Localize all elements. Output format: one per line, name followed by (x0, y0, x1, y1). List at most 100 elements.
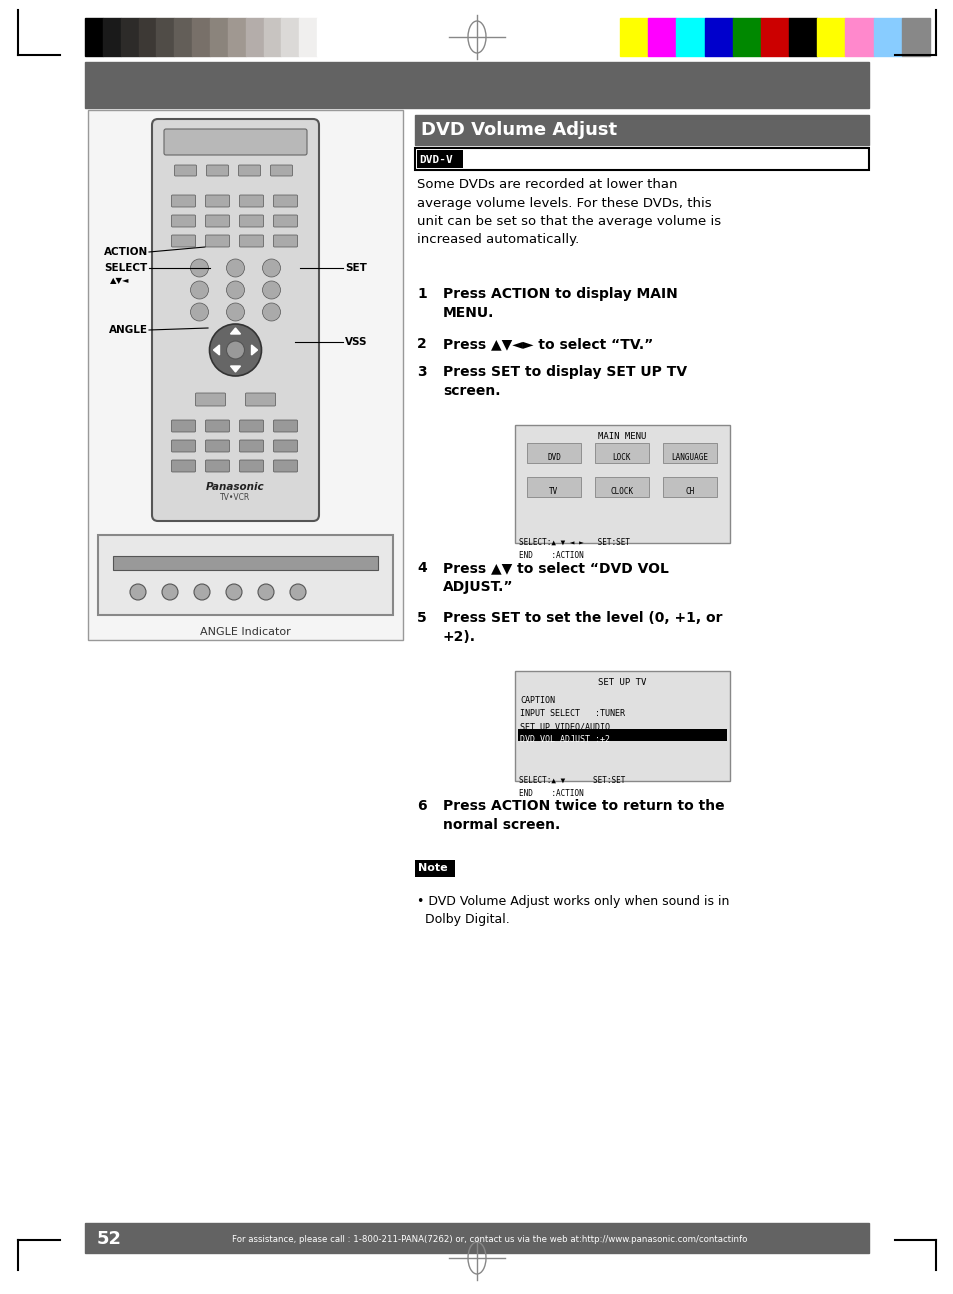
FancyBboxPatch shape (174, 166, 196, 176)
FancyBboxPatch shape (172, 421, 195, 432)
Circle shape (226, 342, 244, 358)
Bar (112, 556, 377, 569)
FancyBboxPatch shape (274, 440, 297, 452)
Text: SET: SET (345, 263, 367, 273)
Bar (416, 150, 462, 168)
Bar (760, 18, 788, 56)
Text: Press ▲▼◄► to select “TV.”: Press ▲▼◄► to select “TV.” (442, 336, 653, 351)
Text: ACTION: ACTION (104, 247, 148, 258)
Bar (732, 18, 760, 56)
Text: LOCK: LOCK (612, 453, 631, 462)
Text: DVD: DVD (546, 453, 560, 462)
Text: SET UP TV: SET UP TV (598, 678, 646, 687)
Bar (844, 18, 873, 56)
Bar (316, 18, 335, 56)
Bar (246, 18, 263, 56)
Text: 52: 52 (97, 1231, 122, 1247)
FancyBboxPatch shape (239, 440, 263, 452)
Text: SELECT:▲ ▼      SET:SET
END    :ACTION: SELECT:▲ ▼ SET:SET END :ACTION (518, 776, 625, 797)
Text: TV: TV (549, 487, 558, 496)
Bar (281, 18, 299, 56)
Text: SET UP VIDEO/AUDIO: SET UP VIDEO/AUDIO (519, 722, 609, 731)
Bar (517, 729, 726, 741)
Bar (526, 443, 580, 463)
Circle shape (290, 584, 306, 600)
FancyBboxPatch shape (164, 129, 307, 155)
Bar (619, 18, 647, 56)
Bar (85, 1223, 868, 1253)
Bar (174, 18, 192, 56)
Bar (85, 18, 103, 56)
Text: 1: 1 (416, 287, 426, 302)
FancyBboxPatch shape (274, 195, 297, 207)
Bar (156, 18, 174, 56)
FancyBboxPatch shape (172, 236, 195, 247)
FancyBboxPatch shape (172, 459, 195, 472)
FancyBboxPatch shape (274, 459, 297, 472)
Circle shape (226, 281, 244, 299)
Circle shape (210, 324, 261, 377)
FancyBboxPatch shape (239, 421, 263, 432)
Text: TV•VCR: TV•VCR (220, 493, 251, 502)
Text: 5: 5 (416, 611, 426, 625)
Text: Press SET to set the level (0, +1, or
+2).: Press SET to set the level (0, +1, or +2… (442, 611, 721, 644)
Text: INPUT SELECT   :TUNER: INPUT SELECT :TUNER (519, 709, 624, 718)
FancyBboxPatch shape (172, 215, 195, 226)
Text: CLOCK: CLOCK (610, 487, 633, 496)
Text: ANGLE: ANGLE (109, 325, 148, 335)
Bar (788, 18, 817, 56)
Circle shape (130, 584, 146, 600)
Text: SELECT: SELECT (105, 263, 148, 273)
Text: Press ACTION twice to return to the
normal screen.: Press ACTION twice to return to the norm… (442, 798, 724, 832)
Text: 2: 2 (416, 336, 426, 351)
FancyBboxPatch shape (205, 459, 230, 472)
Text: Note: Note (417, 863, 447, 873)
Bar (228, 18, 246, 56)
Text: Press ACTION to display MAIN
MENU.: Press ACTION to display MAIN MENU. (442, 287, 677, 320)
Bar (88, 110, 402, 641)
Bar (138, 18, 156, 56)
FancyBboxPatch shape (172, 440, 195, 452)
Bar (662, 443, 717, 463)
FancyBboxPatch shape (205, 236, 230, 247)
Circle shape (162, 584, 178, 600)
FancyBboxPatch shape (205, 195, 230, 207)
Text: CH: CH (684, 487, 694, 496)
Text: VSS: VSS (345, 336, 367, 347)
Circle shape (191, 281, 209, 299)
Circle shape (191, 303, 209, 321)
Bar (647, 18, 676, 56)
FancyBboxPatch shape (239, 195, 263, 207)
Text: 3: 3 (416, 365, 426, 379)
Circle shape (262, 303, 280, 321)
Bar (192, 18, 210, 56)
Bar (515, 424, 729, 543)
Text: Some DVDs are recorded at lower than
average volume levels. For these DVDs, this: Some DVDs are recorded at lower than ave… (416, 179, 720, 246)
Circle shape (262, 259, 280, 277)
Circle shape (226, 584, 242, 600)
Text: DVD-V: DVD-V (418, 155, 453, 166)
Polygon shape (231, 327, 240, 334)
Bar (85, 62, 868, 107)
Bar (263, 18, 281, 56)
Circle shape (226, 303, 244, 321)
Polygon shape (213, 345, 219, 355)
Bar (103, 18, 121, 56)
Text: DVD Volume Adjust: DVD Volume Adjust (420, 122, 617, 138)
FancyBboxPatch shape (205, 440, 230, 452)
Bar (817, 18, 844, 56)
Bar (676, 18, 704, 56)
Text: Panasonic: Panasonic (206, 481, 265, 492)
Circle shape (191, 259, 209, 277)
Bar (901, 18, 929, 56)
FancyBboxPatch shape (245, 393, 275, 406)
Text: SELECT:▲ ▼ ◄ ►   SET:SET
END    :ACTION: SELECT:▲ ▼ ◄ ► SET:SET END :ACTION (518, 538, 629, 559)
Bar (595, 477, 648, 497)
Bar (98, 534, 393, 615)
Bar (415, 115, 868, 145)
Polygon shape (231, 366, 240, 371)
Text: CAPTION: CAPTION (519, 696, 555, 705)
Bar (526, 477, 580, 497)
FancyBboxPatch shape (239, 215, 263, 226)
Bar (515, 672, 729, 782)
